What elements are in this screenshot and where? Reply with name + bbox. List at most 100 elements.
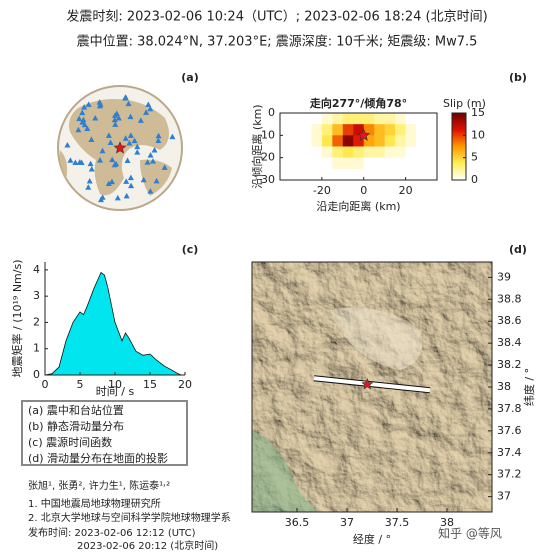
- axes-frame: [279, 112, 438, 181]
- station: [113, 160, 120, 167]
- station: [107, 139, 114, 145]
- slip-cell: [300, 113, 312, 125]
- x-tick-label: -20: [313, 184, 331, 197]
- slip-cell: [405, 113, 417, 125]
- station: [114, 194, 121, 201]
- y-tick-label: 37: [497, 490, 511, 503]
- station: [85, 101, 92, 107]
- station: [108, 178, 115, 185]
- land: [59, 150, 68, 180]
- y-tick-label: 0: [268, 106, 275, 119]
- station: [75, 126, 82, 133]
- slip-cell: [395, 168, 406, 181]
- slip-cell: [300, 157, 312, 170]
- station: [151, 147, 158, 153]
- slip-cell: [384, 124, 396, 136]
- slip-cell: [332, 157, 344, 170]
- slip-cell: [374, 113, 385, 125]
- y-tick-label: 20: [261, 151, 275, 164]
- station: [109, 156, 116, 163]
- y-tick-label: 38.8: [497, 292, 522, 305]
- station: [143, 109, 150, 115]
- header-line: 发震时刻: 2023-02-06 10:24（UTC）; 2023-02-06 …: [66, 9, 487, 25]
- slip-cell: [405, 146, 417, 158]
- station: [99, 147, 106, 154]
- station: [150, 158, 157, 164]
- slip-cell: [332, 168, 344, 181]
- station: [115, 114, 122, 121]
- x-axis-label: 沿走向距离 (km): [316, 199, 400, 213]
- moment-rate-area: [44, 271, 182, 376]
- legend-entry: (c) 震源时间函数: [28, 435, 112, 449]
- slip-cell: [363, 168, 375, 181]
- slip-cell: [405, 135, 417, 147]
- station: [153, 177, 160, 184]
- station: [112, 112, 119, 118]
- station: [85, 184, 92, 190]
- colorbar-tick-label: 5: [471, 151, 478, 164]
- slip-cell: [384, 168, 396, 181]
- x-tick-label: 15: [143, 378, 157, 391]
- x-tick-label: 10: [108, 378, 122, 391]
- x-tick-label: 0: [360, 184, 367, 197]
- station: [137, 117, 144, 123]
- panel-label: (c): [182, 243, 199, 256]
- station: [147, 188, 154, 194]
- station: [98, 196, 105, 203]
- slip-cell: [311, 135, 323, 147]
- station: [155, 132, 162, 139]
- slip-cell: [311, 157, 323, 170]
- lowland: [252, 430, 320, 512]
- slip-cell: [363, 113, 375, 125]
- slip-cell: [384, 113, 396, 125]
- station: [140, 176, 147, 183]
- slip-cell: [332, 146, 344, 158]
- slip-cell: [374, 168, 385, 181]
- slip-cell: [416, 113, 427, 125]
- station: [127, 132, 134, 138]
- station: [124, 157, 131, 163]
- slip-cell: [363, 135, 375, 147]
- slip-cell: [416, 135, 427, 147]
- slip-cell: [384, 157, 396, 170]
- station: [96, 99, 103, 105]
- slip-cell: [405, 157, 417, 170]
- affiliation: 1. 中国地震局地球物理研究所: [28, 497, 161, 510]
- station: [79, 109, 86, 116]
- station: [105, 132, 112, 138]
- y-tick-label: 38.6: [497, 314, 522, 327]
- watermark: 知乎 @等风: [438, 527, 502, 541]
- slip-cell: [311, 146, 323, 158]
- release-time: 2023-02-06 20:12 (北京时间): [77, 539, 218, 552]
- slip-cell: [311, 113, 323, 125]
- slip-cell: [384, 146, 396, 158]
- legend-entry: (a) 震中和台站位置: [28, 403, 124, 417]
- legend-box: [21, 400, 188, 466]
- slip-cell: [363, 146, 375, 158]
- station: [67, 157, 74, 163]
- station: [122, 94, 129, 100]
- station: [81, 121, 88, 128]
- slip-cell: [416, 168, 427, 181]
- slip-cell: [416, 124, 427, 136]
- station: [122, 135, 129, 141]
- x-axis-label: 经度 / °: [353, 532, 391, 546]
- station: [134, 149, 141, 155]
- legend-entry: (b) 静态滑动量分布: [28, 419, 124, 433]
- station: [134, 143, 141, 150]
- slip-cell: [374, 146, 385, 158]
- slip-cell: [300, 146, 312, 158]
- y-tick-label: 0: [33, 368, 40, 381]
- slip-cell: [311, 124, 323, 136]
- slip-cell: [332, 113, 344, 125]
- station: [131, 137, 138, 144]
- slip-cell: [342, 168, 354, 181]
- slip-cell: [353, 157, 365, 170]
- slip-cell: [416, 157, 427, 170]
- slip-cell: [311, 168, 323, 181]
- slip-cell: [332, 135, 344, 147]
- slip-cell: [300, 168, 312, 181]
- authors: 张旭¹, 张勇², 许力生¹, 陈运泰¹˒²: [28, 479, 170, 492]
- panel-label: (b): [509, 71, 527, 84]
- slip-cell: [321, 124, 333, 136]
